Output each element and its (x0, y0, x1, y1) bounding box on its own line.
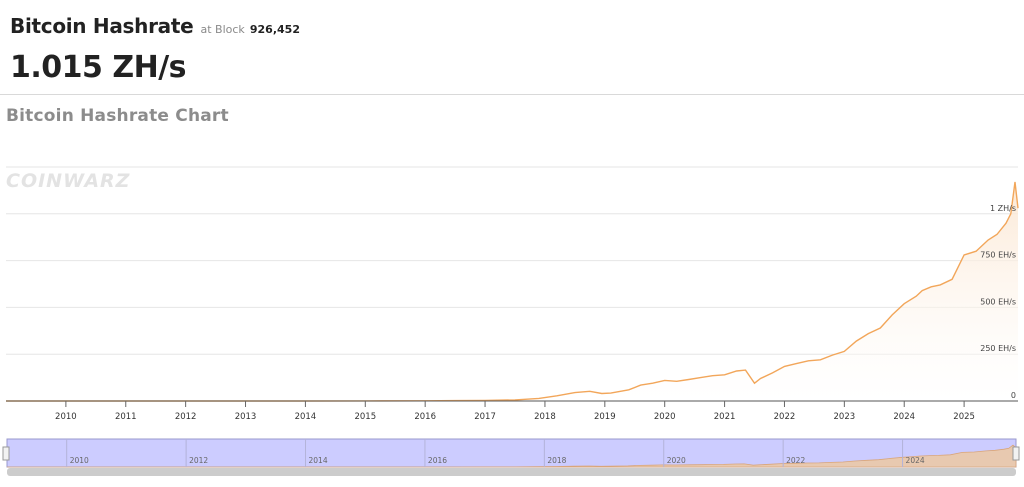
x-tick-label: 2025 (953, 412, 975, 422)
current-hashrate-value: 1.015 ZH/s (10, 50, 187, 85)
x-tick-label: 2020 (654, 412, 676, 422)
navigator-handle-right[interactable] (1012, 446, 1020, 461)
hashrate-area (6, 182, 1018, 401)
navigator-tick-label: 2024 (906, 456, 925, 465)
x-tick-label: 2022 (774, 412, 796, 422)
x-tick-label: 2012 (175, 412, 197, 422)
y-axis-labels: 0 250 EH/s 500 EH/s 750 EH/s 1 ZH/s (980, 204, 1016, 400)
page-header: Bitcoin Hashrate at Block 926,452 1.015 … (0, 0, 1024, 95)
chart-heading: Bitcoin Hashrate Chart (6, 106, 229, 126)
chart-gridlines (6, 166, 1018, 355)
coinwarz-watermark: COINWARZ (6, 170, 131, 192)
navigator-tick-label: 2018 (547, 456, 566, 465)
x-tick-label: 2010 (55, 412, 77, 422)
x-tick-label: 2011 (115, 412, 137, 422)
navigator-tick-label: 2010 (70, 456, 89, 465)
y-tick-label: 750 EH/s (980, 251, 1016, 260)
navigator-ticks: 2010 2012 2014 2016 2018 2020 2022 2024 (66, 439, 925, 467)
y-tick-label: 0 (1011, 391, 1016, 400)
navigator-handle-left[interactable] (2, 446, 10, 461)
y-tick-label: 250 EH/s (980, 344, 1016, 353)
title-row: Bitcoin Hashrate at Block 926,452 (10, 14, 300, 38)
header-divider (0, 94, 1024, 95)
navigator-tick-label: 2022 (786, 456, 805, 465)
x-tick-label: 2023 (834, 412, 856, 422)
x-tick-label: 2014 (295, 412, 317, 422)
x-tick-label: 2016 (414, 412, 436, 422)
navigator-area (7, 444, 1017, 468)
x-tick-label: 2019 (594, 412, 616, 422)
range-navigator[interactable]: 2010 2012 2014 2016 2018 2020 2022 2024 (2, 438, 1020, 476)
hashrate-chart[interactable]: COINWARZ 0 250 EH/s 500 EH/s 750 EH/s 1 ZH/s… (0, 150, 1024, 480)
y-tick-label: 500 EH/s (980, 297, 1016, 306)
navigator-scrollbar[interactable] (7, 468, 1016, 476)
y-tick-label: 1 ZH/s (990, 204, 1016, 213)
x-tick-label: 2018 (534, 412, 556, 422)
navigator-tick-label: 2020 (667, 456, 686, 465)
x-tick-label: 2024 (893, 412, 915, 422)
at-block-label: at Block (200, 23, 245, 36)
hashrate-line[interactable] (6, 181, 1019, 402)
page-title: Bitcoin Hashrate (10, 14, 194, 38)
x-axis-ticks: 2010 2011 2012 2013 2014 2015 2016 2017 2018 2019… (55, 401, 975, 422)
x-tick-label: 2013 (235, 412, 257, 422)
navigator-tick-label: 2016 (428, 456, 447, 465)
x-tick-label: 2021 (714, 412, 736, 422)
x-tick-label: 2017 (474, 412, 496, 422)
block-number: 926,452 (249, 23, 300, 36)
navigator-tick-label: 2012 (189, 456, 208, 465)
x-tick-label: 2015 (354, 412, 376, 422)
navigator-tick-label: 2014 (309, 456, 328, 465)
